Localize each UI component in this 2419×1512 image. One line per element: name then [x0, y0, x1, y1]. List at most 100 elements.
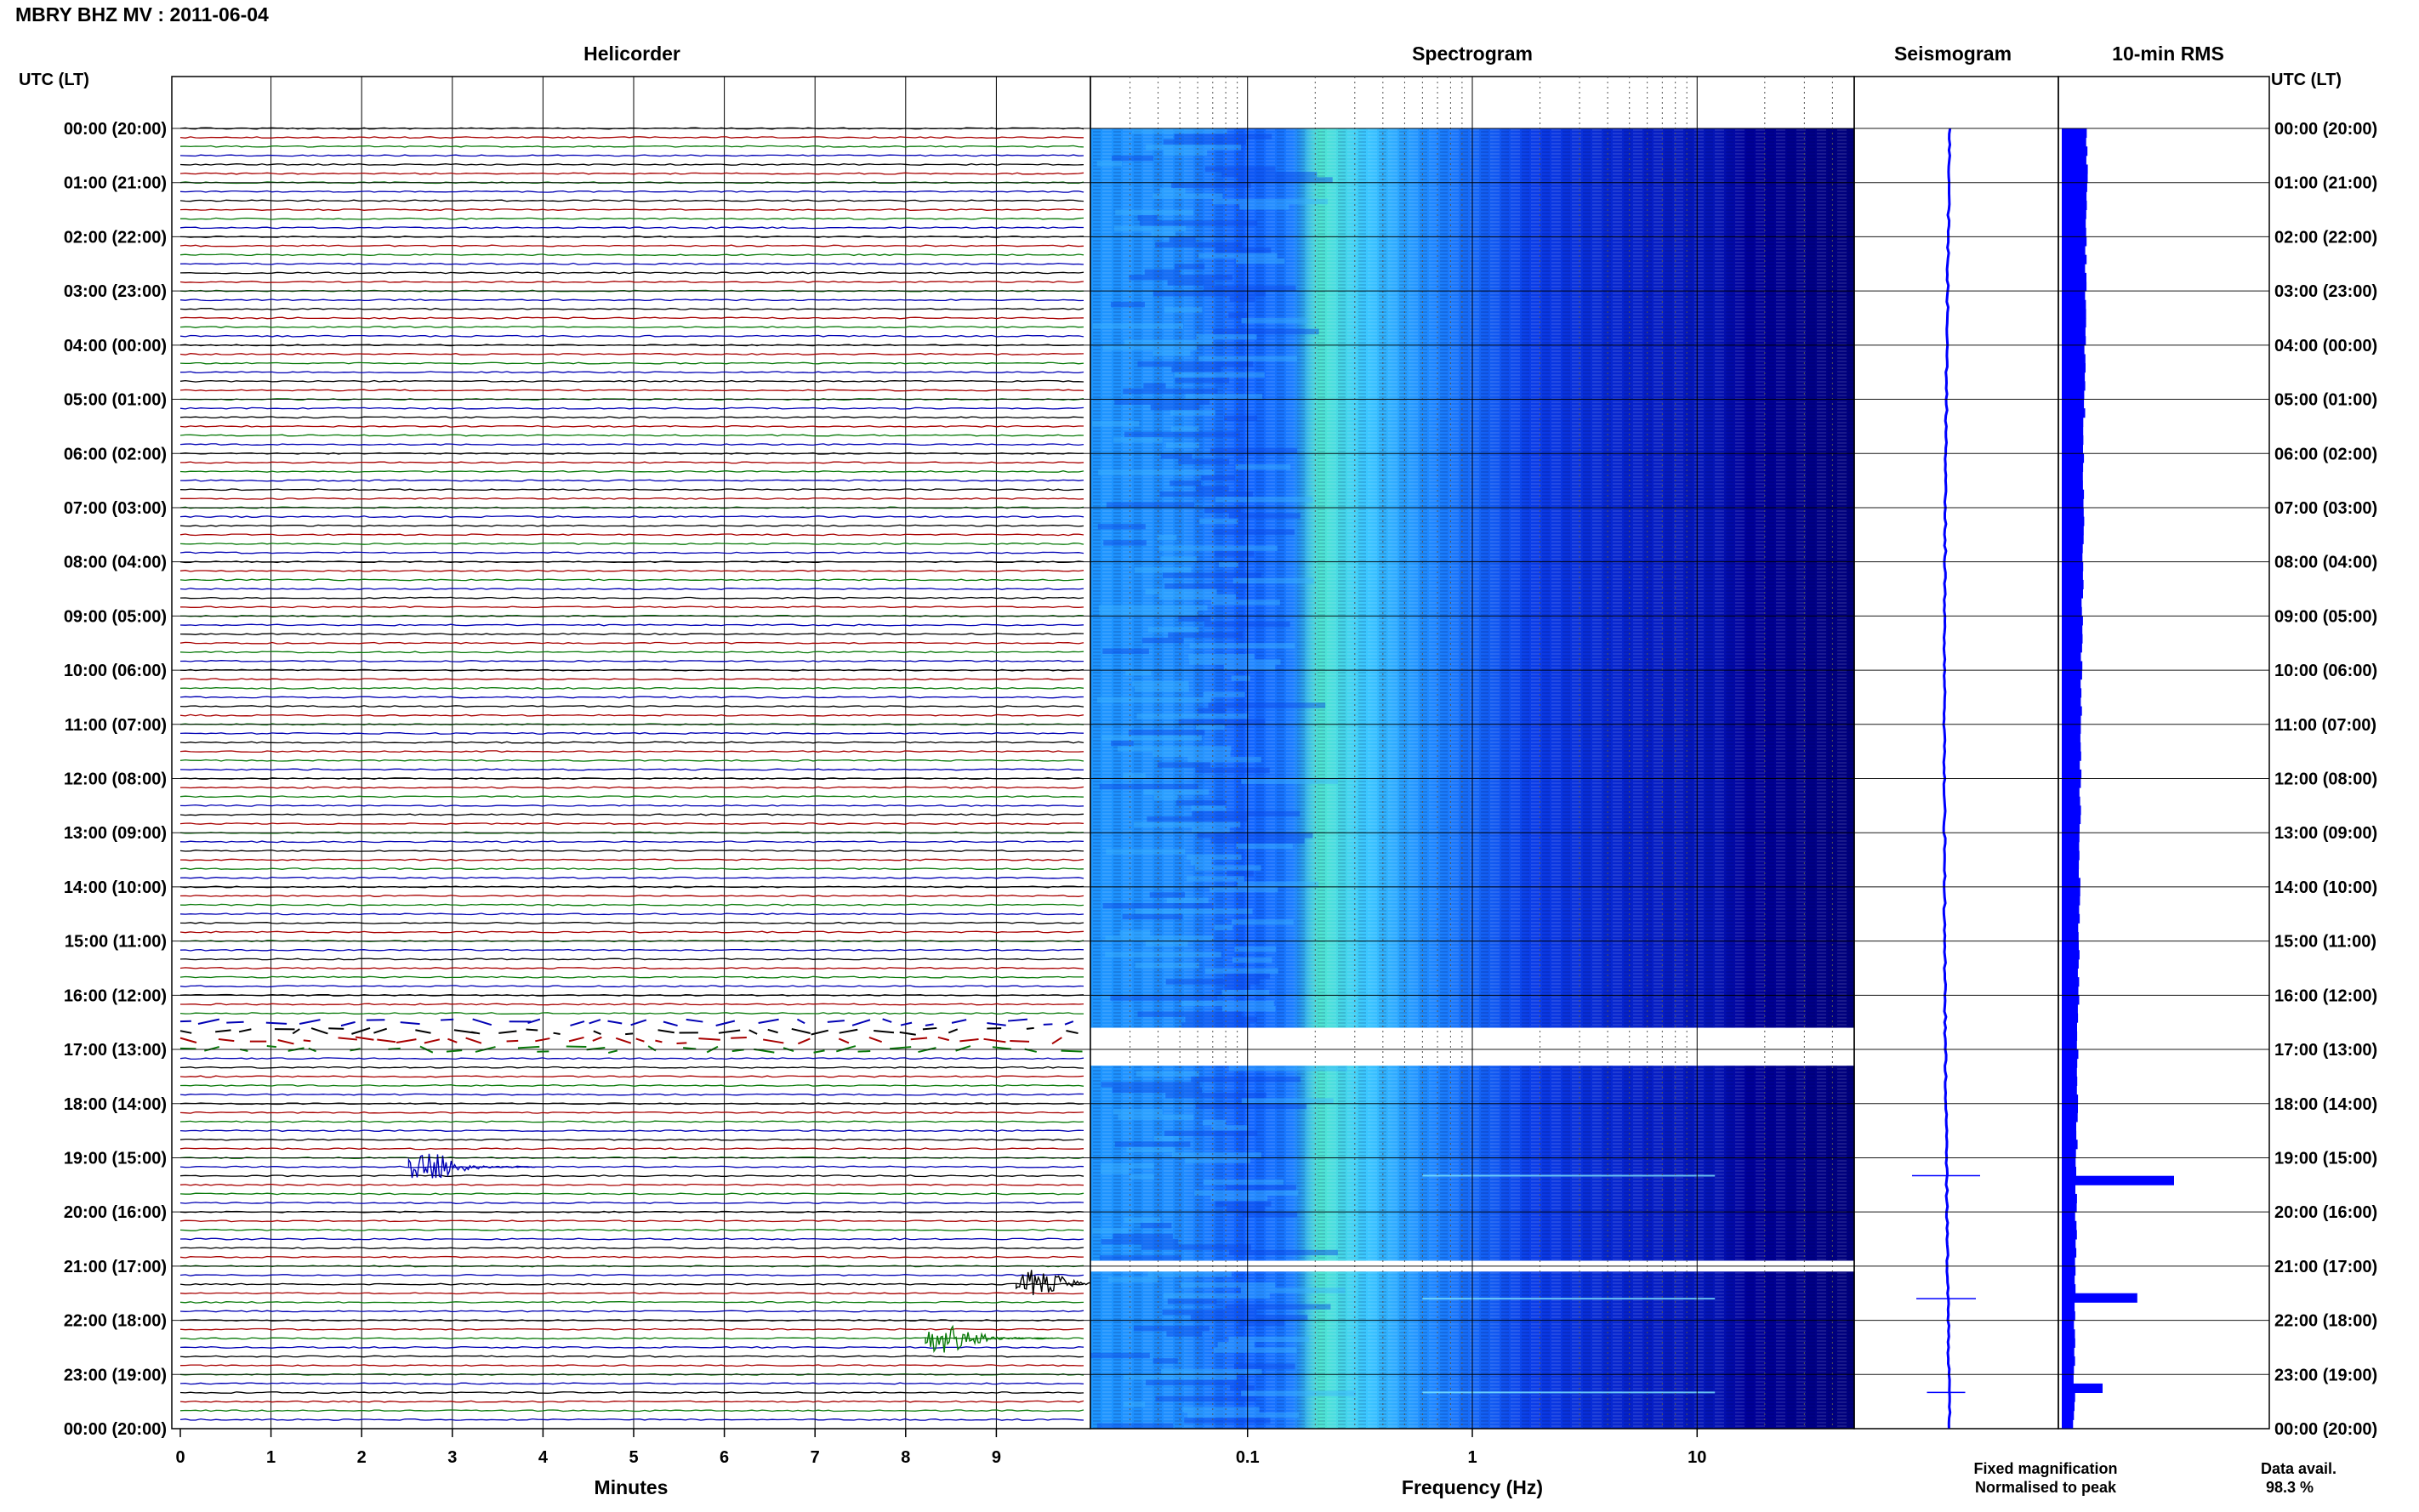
helicorder-gap-segment — [889, 1046, 912, 1050]
rms-bar — [2062, 236, 2087, 247]
helicorder-x-tick-label: 3 — [447, 1448, 457, 1467]
spectrogram-band — [1191, 805, 1227, 811]
rms-bar — [2062, 742, 2081, 753]
helicorder-trace — [179, 307, 1084, 310]
spectrogram-band — [1135, 963, 1199, 969]
time-tick-label-right: 00:00 (20:00) — [2274, 120, 2377, 139]
spectrogram-band — [1181, 1022, 1250, 1028]
spectrogram-band — [1147, 816, 1248, 822]
helicorder-gap-segment — [857, 1050, 871, 1053]
spectrogram-band — [1195, 865, 1261, 871]
helicorder-trace — [179, 1364, 1084, 1367]
spectrogram-band — [1241, 1098, 1334, 1104]
spectrogram-band — [1102, 648, 1149, 654]
helicorder-gap-segment — [396, 1038, 417, 1043]
helicorder-trace — [179, 479, 1084, 482]
helicorder-trace — [179, 416, 1084, 419]
spectrogram-band — [1135, 908, 1253, 914]
helicorder-trace — [179, 145, 1084, 148]
spectrogram-band — [1134, 686, 1189, 692]
helicorder-trace — [179, 298, 1084, 302]
spectrogram-band — [1181, 1282, 1276, 1288]
rms-bar — [2062, 254, 2087, 264]
spectrogram-band — [1141, 1222, 1172, 1229]
spectrogram-band — [1103, 540, 1147, 546]
spectrogram-band — [1237, 177, 1333, 183]
spectrogram-band — [1098, 469, 1215, 475]
helicorder-gap-segment — [1008, 1018, 1027, 1022]
spectrogram-band — [1199, 518, 1238, 525]
rms-bar — [2062, 905, 2080, 915]
spectrogram-band — [1198, 253, 1278, 259]
time-axis-label-left: UTC (LT) — [19, 71, 89, 89]
data-avail-value: 98.3 % — [2266, 1479, 2314, 1496]
spectrogram-band — [1215, 1201, 1272, 1207]
spectrogram-band — [1114, 1141, 1191, 1147]
helicorder-gap-segment — [197, 1018, 220, 1025]
helicorder-gap-segment — [308, 1047, 316, 1053]
rms-bar — [2062, 787, 2080, 798]
time-tick-label-left: 18:00 (14:00) — [64, 1095, 167, 1114]
time-tick-label-right: 21:00 (17:00) — [2274, 1258, 2377, 1276]
helicorder-gap-segment — [767, 1028, 778, 1034]
helicorder-gap-segment — [377, 1038, 396, 1043]
spectrogram-band — [1234, 946, 1277, 952]
spectrogram-band — [1146, 145, 1242, 151]
helicorder-gap-segment — [663, 1020, 678, 1027]
rms-bar — [2062, 968, 2078, 978]
spectrogram-band — [1101, 1168, 1130, 1174]
spectrogram-band — [1124, 431, 1240, 438]
helicorder-trace — [179, 542, 1084, 545]
helicorder-trace — [179, 136, 1084, 139]
helicorder-gap-segment — [299, 1019, 321, 1025]
spectrogram-band — [1124, 1374, 1237, 1380]
helicorder-gap-segment — [471, 1031, 481, 1035]
spectrogram-band — [1174, 372, 1265, 378]
helicorder-trace — [179, 1066, 1084, 1069]
spectrogram-band — [1236, 258, 1285, 264]
helicorder-trace — [179, 1075, 1084, 1078]
spectrogram-band — [1164, 583, 1249, 589]
spectrogram-band — [1224, 415, 1258, 422]
rms-bar — [2062, 264, 2086, 274]
rms-bar — [2062, 1103, 2078, 1113]
time-tick-label-right: 20:00 (16:00) — [2274, 1203, 2377, 1222]
spectrogram-band — [1213, 1347, 1297, 1353]
helicorder-trace — [179, 822, 1084, 826]
rms-bar — [2062, 498, 2084, 509]
time-tick-label-right: 11:00 (07:00) — [2274, 716, 2376, 735]
time-tick-label-left: 07:00 (03:00) — [64, 499, 167, 518]
helicorder-trace — [179, 1237, 1084, 1241]
helicorder-trace — [179, 253, 1084, 257]
spectrogram-band — [1153, 291, 1266, 297]
helicorder-gap-segment — [882, 1018, 892, 1023]
helicorder-trace — [180, 497, 1084, 500]
rms-bar — [2062, 1383, 2103, 1394]
helicorder-gap-segment — [527, 1018, 541, 1024]
rms-bar — [2062, 1365, 2075, 1375]
helicorder-trace — [179, 948, 1084, 952]
helicorder-gap-segment — [955, 1045, 971, 1052]
spectrogram-band — [1241, 778, 1339, 784]
helicorder-gap-segment — [592, 1036, 602, 1042]
rms-bar — [2062, 1040, 2077, 1050]
spectrogram-band — [1196, 486, 1229, 492]
rms-bar — [2062, 1130, 2077, 1140]
helicorder-trace — [179, 641, 1084, 645]
helicorder-gap-segment — [1051, 1037, 1062, 1045]
helicorder-trace — [179, 262, 1084, 265]
helicorder-gap-segment — [630, 1019, 647, 1026]
helicorder-trace — [179, 1120, 1084, 1123]
helicorder-trace — [179, 759, 1084, 762]
spectrogram-band — [1153, 751, 1231, 758]
spectrogram-band — [1174, 134, 1272, 139]
spectrogram-band — [1157, 762, 1211, 768]
rms-panel — [2058, 76, 2270, 1430]
spectrogram-band — [1132, 680, 1189, 687]
spectrogram-band — [1190, 860, 1212, 866]
spectrogram-band — [1113, 225, 1187, 232]
spectrogram-band — [1204, 621, 1290, 628]
spectrogram-band — [1123, 1401, 1146, 1407]
helicorder-gap-segment — [838, 1037, 850, 1044]
spectrogram-band — [1159, 491, 1254, 497]
